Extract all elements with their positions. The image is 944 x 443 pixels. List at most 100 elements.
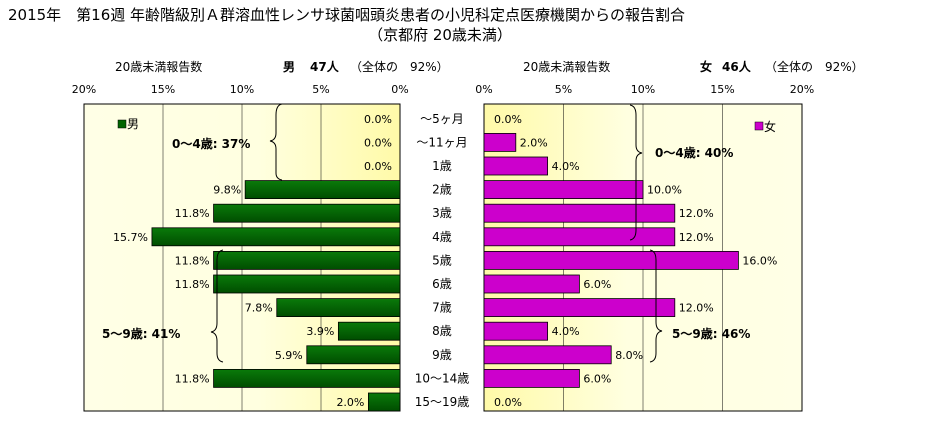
male-value-labels: 0.0%0.0%0.0%9.8%11.8%15.7%11.8%11.8%7.8%… (113, 113, 392, 409)
male-legend-swatch (117, 119, 127, 129)
female-value-label: 2.0% (520, 136, 548, 149)
category-label: 8歳 (432, 324, 452, 338)
male-share-label: （全体の 92%） (350, 59, 449, 74)
female-bar (483, 345, 612, 365)
female-value-label: 4.0% (552, 325, 580, 338)
female-value-label: 12.0% (679, 207, 714, 220)
female-value-label: 6.0% (583, 278, 611, 291)
female-count-label: 46人 (722, 59, 752, 74)
female-bar (483, 180, 644, 200)
male-value-label: 0.0% (364, 136, 392, 149)
category-label: 10～14歳 (415, 371, 470, 385)
female-value-label: 0.0% (494, 396, 522, 409)
category-label: ～5ヶ月 (420, 112, 464, 126)
category-label: 1歳 (432, 159, 452, 173)
female-bar (483, 132, 517, 152)
male-bar (276, 298, 401, 318)
male-bar (244, 180, 401, 200)
male-axis-caption: 20歳未満報告数 (115, 59, 202, 74)
category-labels: ～5ヶ月 ～11ヶ月 1歳 2歳 3歳 4歳 5歳 6歳 7歳 8歳 9歳 10～14歳 15～19歳 (415, 112, 470, 409)
female-bar (483, 203, 676, 223)
category-label: ～11ヶ月 (416, 135, 467, 149)
female-tick-label: 5% (555, 83, 572, 96)
female-annotation-5-9: 5～9歳: 46% (672, 326, 750, 341)
male-group-label: 男 (283, 60, 295, 74)
category-label: 2歳 (432, 183, 452, 197)
female-value-label: 6.0% (583, 372, 611, 385)
male-value-label: 11.8% (175, 372, 210, 385)
male-brace-5-9 (210, 249, 224, 363)
male-bar (151, 227, 401, 247)
male-brace-0-4 (269, 103, 283, 181)
male-bar (367, 392, 401, 412)
male-bar (306, 345, 401, 365)
female-brace-0-4 (629, 104, 643, 241)
male-bars (151, 180, 401, 412)
female-bars (483, 132, 739, 388)
chart-subtitle: （京都府 20歳未満） (368, 26, 512, 44)
female-value-label: 12.0% (679, 231, 714, 244)
male-bar (337, 321, 401, 341)
male-bar (213, 250, 401, 270)
male-bar (213, 274, 401, 294)
female-legend-label: 女 (764, 119, 776, 134)
female-value-label: 0.0% (494, 113, 522, 126)
female-annotation-0-4: 0～4歳: 40% (655, 145, 733, 160)
category-label: 5歳 (432, 253, 452, 267)
category-label: 7歳 (432, 301, 452, 315)
male-tick-label: 5% (312, 83, 329, 96)
female-tick-label: 20% (790, 83, 814, 96)
male-legend-label: 男 (127, 117, 139, 131)
female-tick-label: 15% (710, 83, 734, 96)
female-value-label: 4.0% (552, 160, 580, 173)
male-bar (213, 203, 401, 223)
male-value-label: 15.7% (113, 231, 148, 244)
female-axis-caption: 20歳未満報告数 (523, 59, 610, 74)
category-label: 3歳 (432, 206, 452, 220)
male-tick-label: 10% (230, 83, 254, 96)
female-bar (483, 368, 580, 388)
male-value-label: 3.9% (306, 325, 334, 338)
female-bar (483, 156, 548, 176)
category-label: 15～19歳 (415, 395, 470, 409)
male-annotation-0-4: 0～4歳: 37% (172, 136, 250, 151)
male-count-label: 47人 (310, 59, 340, 74)
female-value-labels: 0.0% 2.0% 4.0% 10.0% 12.0% 12.0% 16.0% 6.0% 12.0… (494, 113, 777, 409)
male-tick-labels: 0% 5% 10% 15% 20% (72, 83, 409, 96)
male-value-label: 0.0% (364, 160, 392, 173)
female-bar (483, 274, 580, 294)
female-legend-swatch (754, 121, 764, 131)
male-value-label: 0.0% (364, 113, 392, 126)
male-value-label: 5.9% (275, 349, 303, 362)
category-label: 6歳 (432, 277, 452, 291)
female-brace-5-9 (649, 249, 663, 363)
male-value-label: 7.8% (245, 302, 273, 315)
male-value-label: 9.8% (213, 184, 241, 197)
female-tick-labels: 0% 5% 10% 15% 20% (475, 83, 814, 96)
female-group-label: 女 (700, 59, 712, 74)
female-value-label: 10.0% (647, 184, 682, 197)
chart-title: 2015年 第16週 年齢階級別Ａ群溶血性レンサ球菌咽頭炎患者の小児科定点医療機… (8, 6, 685, 24)
male-value-label: 11.8% (175, 278, 210, 291)
female-bar (483, 321, 548, 341)
female-tick-label: 0% (475, 83, 492, 96)
female-bar (483, 227, 676, 247)
male-annotation-5-9: 5～9歳: 41% (102, 326, 180, 341)
female-bar (483, 250, 739, 270)
category-label: 4歳 (432, 230, 452, 244)
male-value-label: 2.0% (336, 396, 364, 409)
male-value-label: 11.8% (175, 254, 210, 267)
category-label: 9歳 (432, 348, 452, 362)
male-tick-label: 20% (72, 83, 96, 96)
male-tick-label: 0% (391, 83, 408, 96)
female-value-label: 12.0% (679, 302, 714, 315)
female-bar (483, 298, 676, 318)
female-tick-label: 10% (631, 83, 655, 96)
female-value-label: 16.0% (742, 254, 777, 267)
female-share-label: （全体の 92%） (765, 59, 864, 74)
male-value-label: 11.8% (175, 207, 210, 220)
male-tick-label: 15% (151, 83, 175, 96)
male-bar (213, 368, 401, 388)
